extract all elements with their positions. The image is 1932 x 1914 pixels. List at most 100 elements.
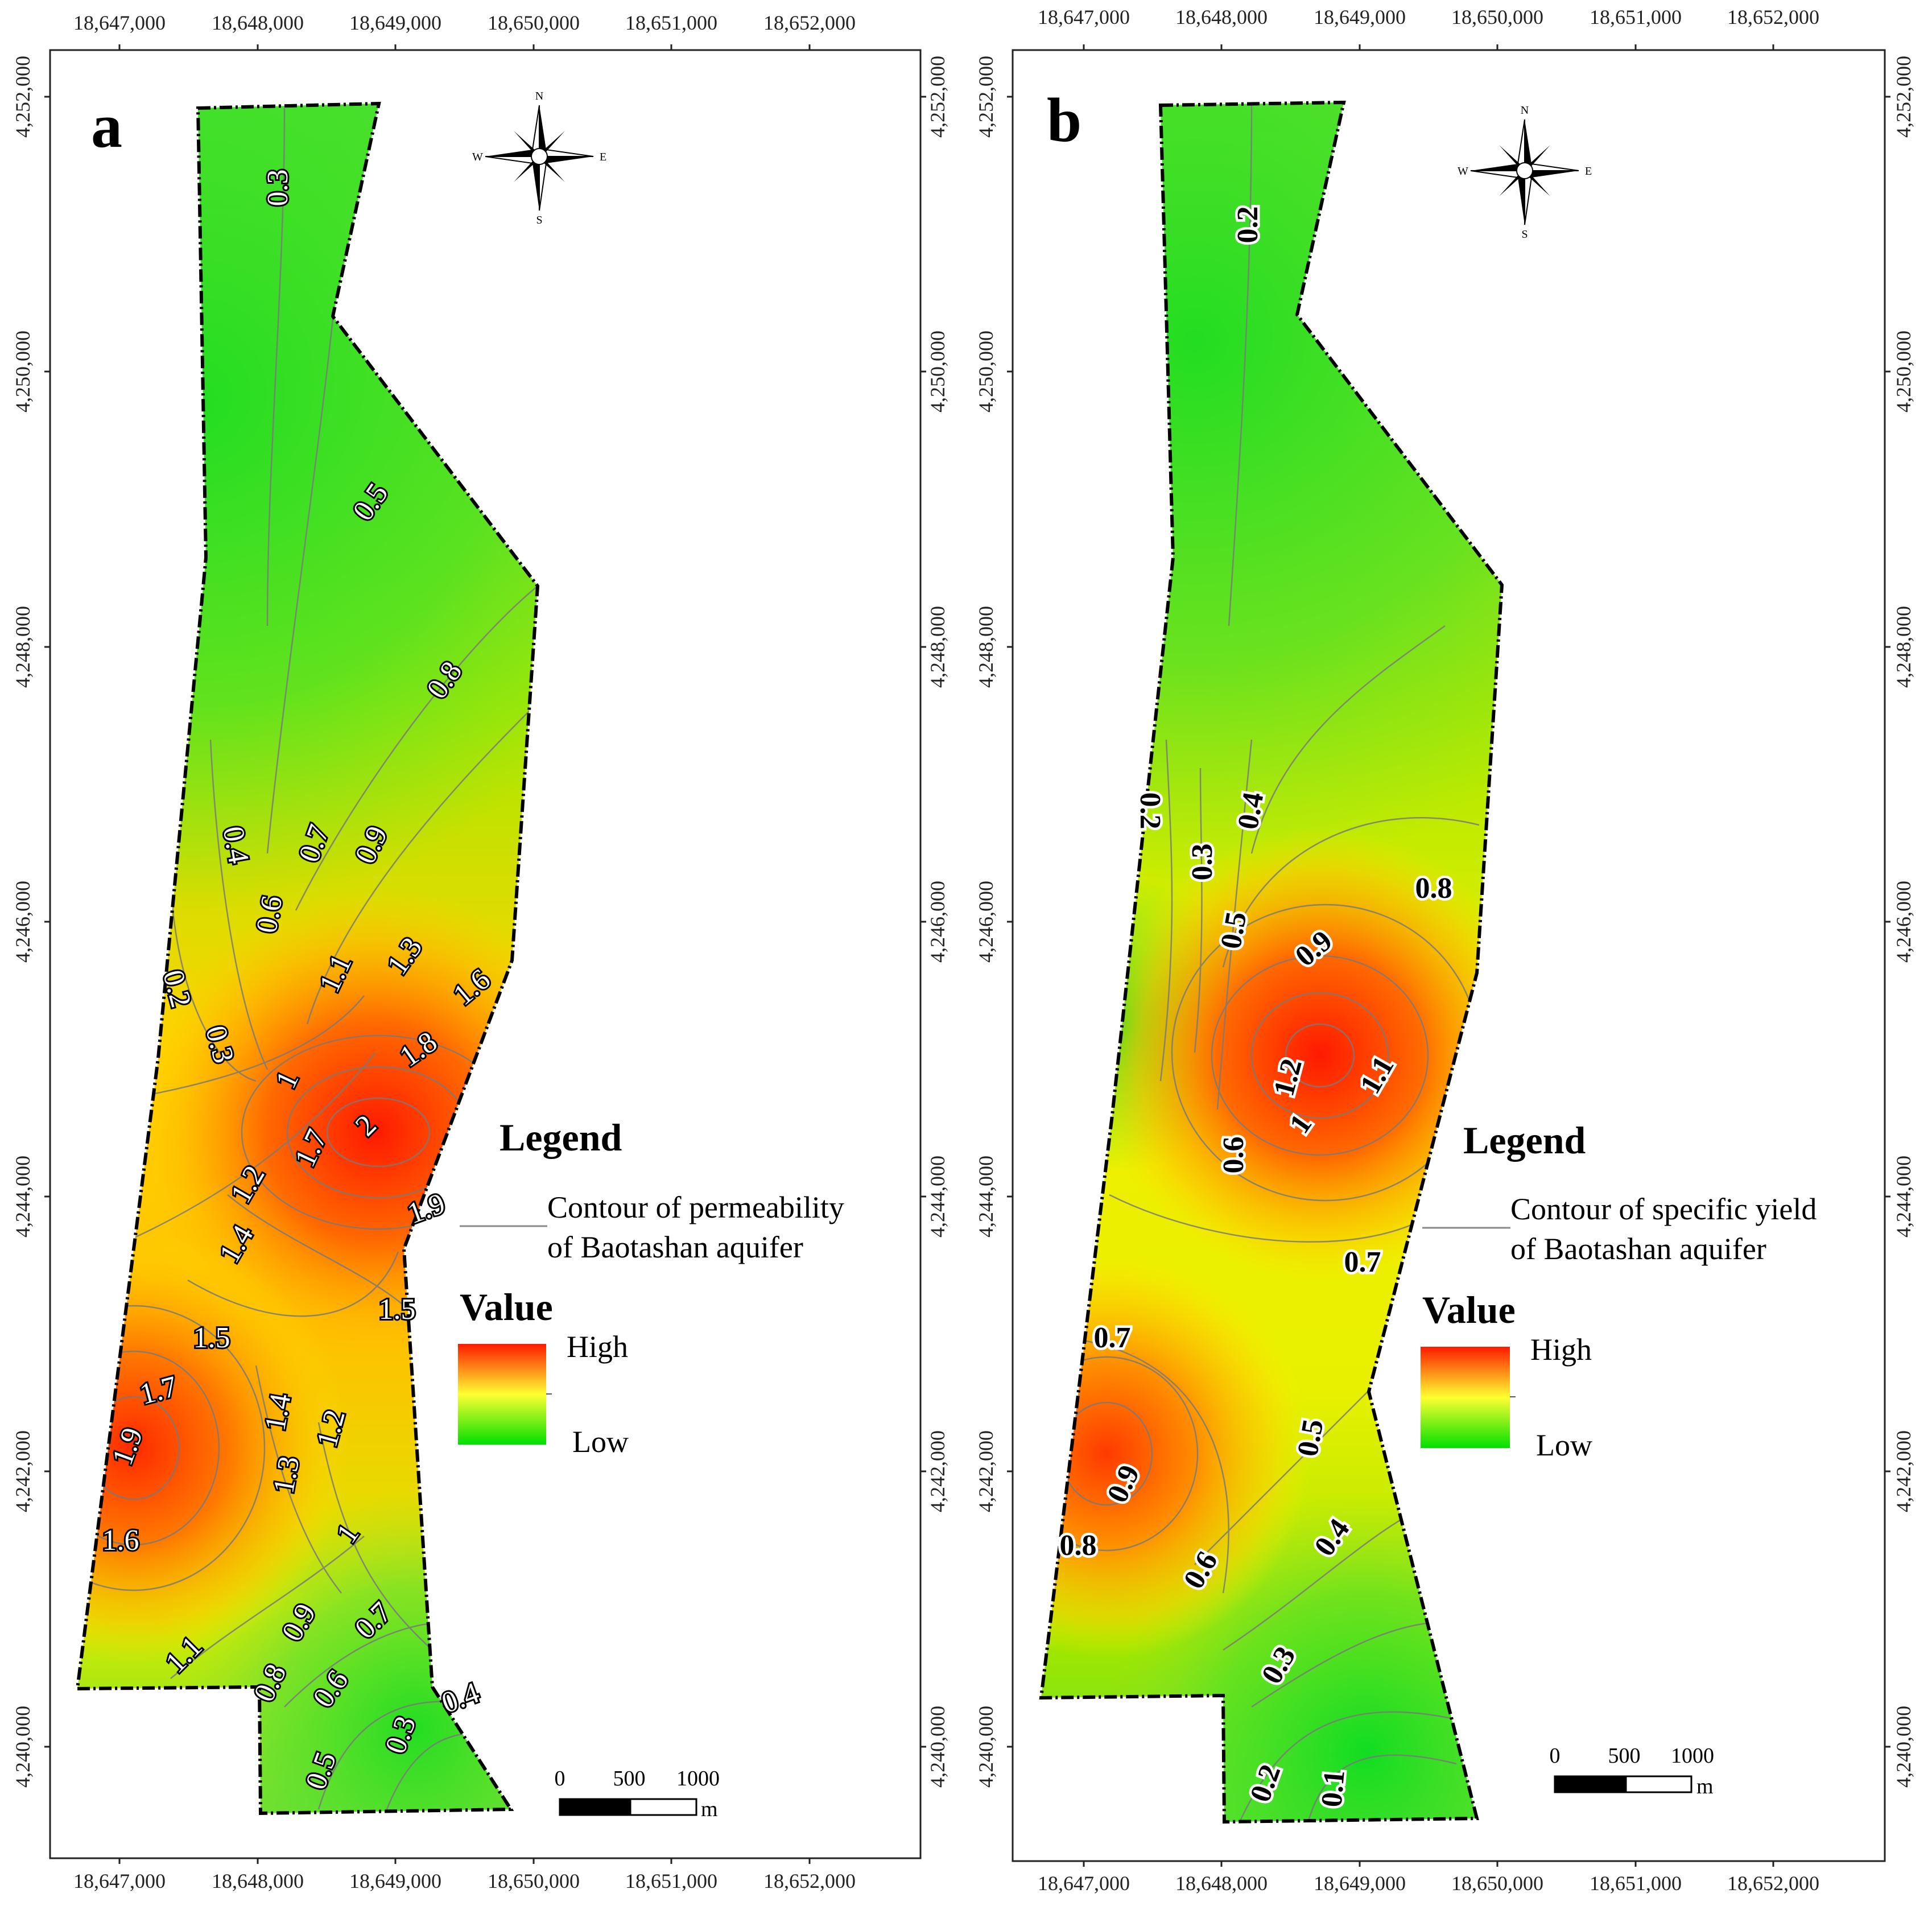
y-tick-label: 4,242,000: [926, 1430, 949, 1512]
panel-a-scale-bar: 0 500 1000 m: [555, 1767, 720, 1821]
contour-label: 1.5: [193, 1322, 230, 1354]
y-tick-label: 4,250,000: [1892, 331, 1915, 412]
x-tick-label: 18,650,000: [488, 11, 580, 34]
contour-label: 0.7: [1094, 1322, 1131, 1354]
compass-e: E: [600, 151, 606, 163]
panel-b: 18,647,000 18,648,000 18,649,000 18,650,…: [975, 6, 1915, 1895]
contour-label: 0.2: [1134, 793, 1166, 830]
legend-value-title: Value: [460, 1285, 553, 1329]
y-tick-label: 4,244,000: [975, 1156, 997, 1238]
scale-unit: m: [701, 1797, 718, 1821]
scale-label-500: 500: [613, 1767, 646, 1791]
y-tick-label: 4,244,000: [1892, 1156, 1915, 1238]
x-tick-label: 18,649,000: [1314, 1872, 1406, 1895]
compass-rose-icon: [1470, 119, 1579, 225]
y-tick-label: 4,240,000: [926, 1706, 949, 1788]
y-tick-label: 4,244,000: [11, 1156, 34, 1238]
panel-a-contours: [77, 108, 538, 1810]
x-tick-label: 18,647,000: [1038, 1872, 1130, 1895]
x-tick-label: 18,652,000: [763, 11, 856, 34]
contour-label: 0.5: [1215, 909, 1253, 951]
panel-b-aquifer-boundary: [1039, 100, 1504, 1824]
contour-label: 0.8: [1415, 872, 1452, 905]
x-tick-label: 18,651,000: [625, 11, 717, 34]
contour-label: 0.3: [262, 170, 294, 207]
y-tick-label: 4,248,000: [1892, 606, 1915, 688]
scale-label-500: 500: [1608, 1744, 1641, 1768]
legend-high: High: [1530, 1333, 1592, 1367]
panel-a-x-ticks-bottom: 18,647,000 18,648,000 18,649,000 18,650,…: [73, 1870, 856, 1892]
contour-label: 1.3: [267, 1454, 306, 1496]
contour-label: 0.8: [1060, 1529, 1097, 1562]
panel-a-compass: N S E W: [472, 90, 606, 226]
legend-title: Legend: [1463, 1119, 1586, 1162]
compass-e: E: [1585, 165, 1592, 178]
panel-b-x-ticks-top: 18,647,000 18,648,000 18,649,000 18,650,…: [1038, 6, 1819, 28]
x-tick-label: 18,647,000: [73, 11, 166, 34]
y-tick-label: 4,250,000: [926, 331, 949, 412]
y-tick-label: 4,250,000: [975, 331, 997, 412]
contour-label: 0.6: [250, 893, 288, 935]
y-tick-label: 4,250,000: [11, 331, 34, 412]
panel-a-tick-marks: [44, 44, 926, 1864]
x-tick-label: 18,649,000: [349, 11, 441, 34]
y-tick-label: 4,246,000: [926, 881, 949, 963]
y-tick-label: 4,252,000: [926, 56, 949, 138]
contour-label: 1.4: [259, 1391, 297, 1433]
x-tick-label: 18,652,000: [1727, 1872, 1819, 1895]
compass-s: S: [536, 214, 542, 226]
panel-a-y-ticks-right: 4,252,000 4,250,000 4,248,000 4,246,000 …: [926, 56, 949, 1788]
legend-contour-label-2: of Baotashan aquifer: [1510, 1232, 1766, 1266]
contour-label: 1.5: [379, 1293, 416, 1326]
contour-label: 0.6: [1217, 1137, 1250, 1174]
y-tick-label: 4,240,000: [975, 1706, 997, 1788]
x-tick-label: 18,650,000: [488, 1870, 580, 1892]
panel-b-frame: [1012, 49, 1886, 1862]
compass-n: N: [535, 90, 543, 102]
x-tick-label: 18,648,000: [212, 11, 304, 34]
y-tick-label: 4,242,000: [1892, 1430, 1915, 1512]
x-tick-label: 18,648,000: [1175, 6, 1268, 28]
panel-b-legend: Legend Contour of specific yield of Baot…: [1421, 1119, 1817, 1462]
legend-color-ramp: [458, 1344, 546, 1445]
panel-b-raster: [1041, 102, 1502, 1822]
x-tick-label: 18,650,000: [1451, 1872, 1543, 1895]
x-tick-label: 18,650,000: [1451, 6, 1543, 28]
panel-b-x-ticks-bottom: 18,647,000 18,648,000 18,649,000 18,650,…: [1038, 1872, 1819, 1895]
y-tick-label: 4,248,000: [11, 606, 34, 688]
x-tick-label: 18,647,000: [1038, 6, 1130, 28]
y-tick-label: 4,242,000: [11, 1430, 34, 1512]
x-tick-label: 18,652,000: [1727, 6, 1819, 28]
y-tick-label: 4,248,000: [926, 606, 949, 688]
panel-a: 18,647,000 18,648,000 18,649,000 18,650,…: [11, 11, 949, 1892]
panel-a-aquifer-boundary: [75, 101, 540, 1816]
compass-w: W: [472, 151, 483, 163]
contour-label: 0.2: [1232, 207, 1264, 244]
legend-contour-label-2: of Baotashan aquifer: [547, 1230, 803, 1264]
y-tick-label: 4,252,000: [975, 56, 997, 138]
scale-label-0: 0: [555, 1767, 565, 1791]
compass-n: N: [1521, 104, 1529, 117]
panel-a-x-ticks-top: 18,647,000 18,648,000 18,649,000 18,650,…: [73, 11, 856, 34]
y-tick-label: 4,246,000: [11, 881, 34, 963]
x-tick-label: 18,649,000: [349, 1870, 441, 1892]
panel-a-legend: Legend Contour of permeability of Baotas…: [458, 1116, 844, 1459]
contour-label: 0.5: [1291, 1417, 1330, 1459]
legend-contour-label: Contour of permeability: [547, 1190, 844, 1224]
scale-label-1000: 1000: [1671, 1744, 1714, 1768]
x-tick-label: 18,651,000: [1590, 6, 1682, 28]
y-tick-label: 4,246,000: [975, 881, 997, 963]
legend-contour-label: Contour of specific yield: [1510, 1192, 1817, 1226]
x-tick-label: 18,651,000: [625, 1870, 717, 1892]
panel-a-y-ticks-left: 4,252,000 4,250,000 4,248,000 4,246,000 …: [11, 56, 34, 1788]
contour-label: 0.4: [1232, 790, 1270, 832]
legend-low: Low: [572, 1425, 629, 1459]
panel-a-letter: a: [91, 91, 122, 160]
legend-value-title: Value: [1422, 1288, 1516, 1331]
scale-label-0: 0: [1550, 1744, 1561, 1768]
compass-w: W: [1458, 165, 1468, 178]
y-tick-label: 4,246,000: [1892, 881, 1915, 963]
x-tick-label: 18,651,000: [1590, 1872, 1682, 1895]
x-tick-label: 18,648,000: [212, 1870, 304, 1892]
legend-high: High: [567, 1330, 628, 1364]
